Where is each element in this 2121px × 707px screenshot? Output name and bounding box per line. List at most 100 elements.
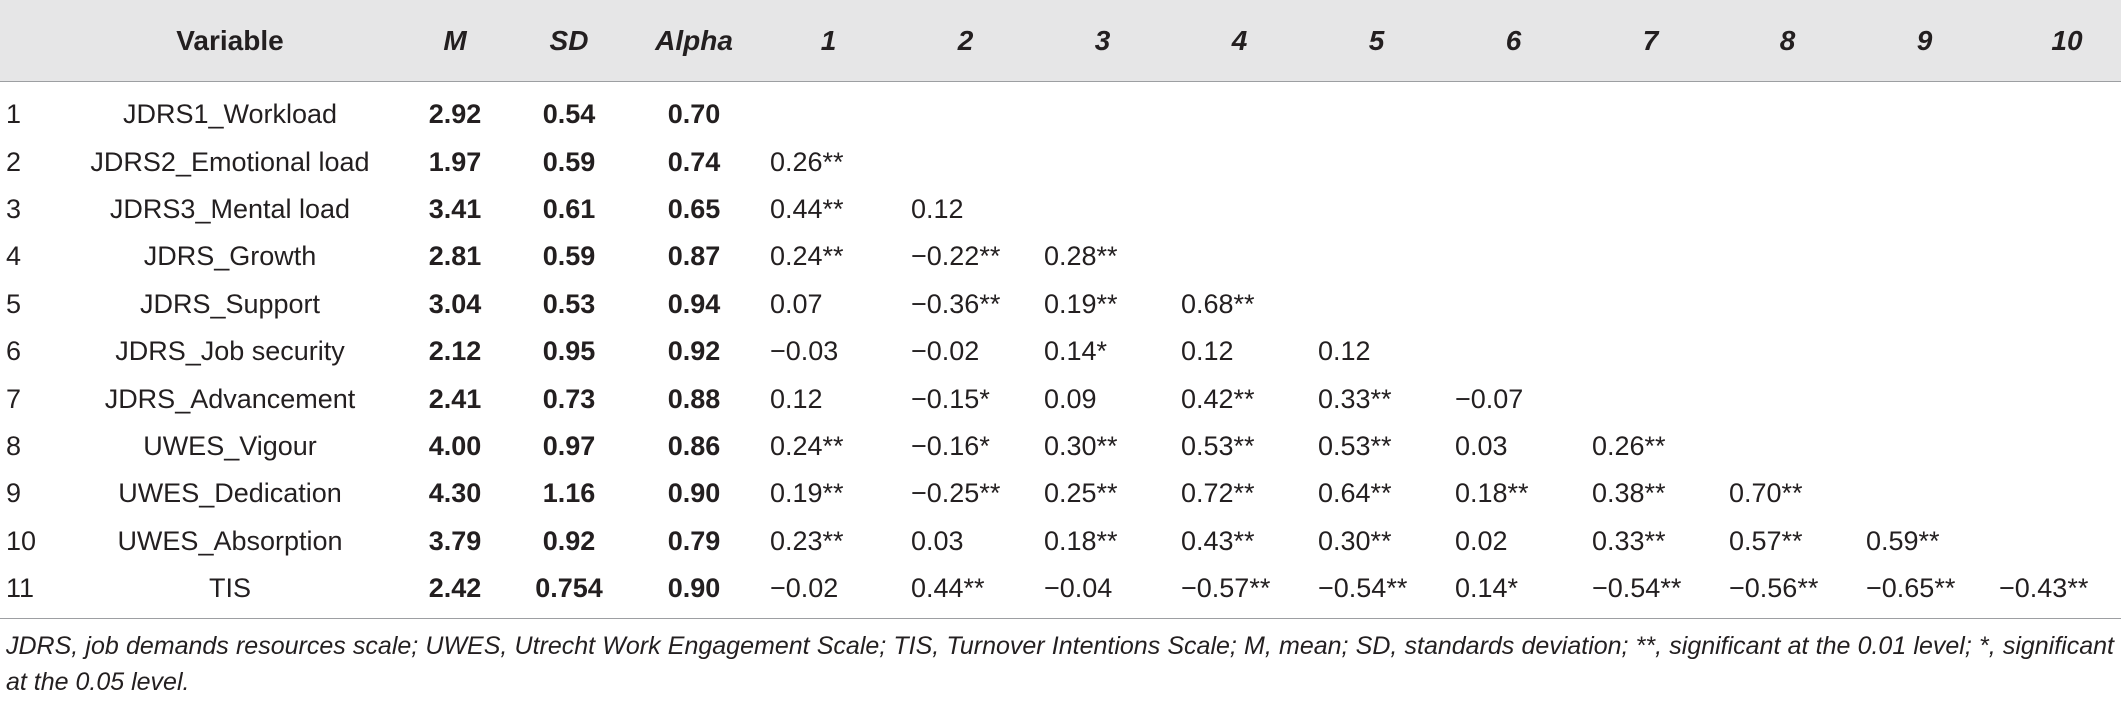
correlation-cell-10 <box>1993 518 2121 565</box>
correlation-cell-1: 0.23** <box>770 525 844 556</box>
correlation-cell-6: 0.14* <box>1455 573 1519 604</box>
correlation-cell-1: 0.12 <box>770 383 823 414</box>
alpha-value: 0.90 <box>667 573 721 604</box>
alpha-value: 0.70 <box>667 99 721 130</box>
table-row: 5 JDRS_Support 3.04 0.53 0.94 0.07 −0.36** 0.19… <box>0 281 2121 328</box>
sd-value: 0.754 <box>535 573 603 604</box>
header-index <box>0 0 60 81</box>
correlation-cell-4 <box>1171 138 1308 185</box>
table-row: 10 UWES_Absorption 3.79 0.92 0.79 0.23** 0.03 0… <box>0 518 2121 565</box>
variable-name: JDRS_Support <box>139 288 321 319</box>
correlation-cell-6 <box>1445 328 1582 375</box>
variable-name: JDRS1_Workload <box>122 99 338 130</box>
correlation-cell-7 <box>1582 186 1719 233</box>
correlation-cell-5 <box>1308 281 1445 328</box>
sd-value: 0.59 <box>542 241 596 272</box>
correlation-cell-5: 0.53** <box>1318 430 1392 461</box>
correlation-cell-9 <box>1856 81 1993 138</box>
alpha-value: 0.87 <box>667 241 721 272</box>
correlation-cell-7 <box>1582 328 1719 375</box>
correlation-cell-4: −0.57** <box>1181 573 1271 604</box>
header-col-3: 3 <box>1094 24 1111 56</box>
mean-value: 2.41 <box>428 383 482 414</box>
correlation-cell-6: 0.18** <box>1455 478 1529 509</box>
correlation-cell-3: 0.25** <box>1044 478 1118 509</box>
correlation-cell-8 <box>1719 328 1856 375</box>
correlation-cell-1: 0.44** <box>770 193 844 224</box>
correlation-cell-8: 0.57** <box>1729 525 1803 556</box>
correlation-cell-3 <box>1034 81 1171 138</box>
correlation-cell-3 <box>1034 186 1171 233</box>
mean-value: 2.81 <box>428 241 482 272</box>
correlation-cell-9: −0.65** <box>1866 573 1956 604</box>
table-row: 9 UWES_Dedication 4.30 1.16 0.90 0.19** −0.25*… <box>0 470 2121 517</box>
correlation-cell-9 <box>1856 281 1993 328</box>
correlation-cell-7 <box>1582 138 1719 185</box>
mean-value: 4.30 <box>428 478 482 509</box>
sd-value: 0.95 <box>542 336 596 367</box>
correlation-cell-1: 0.07 <box>770 288 823 319</box>
alpha-value: 0.92 <box>667 336 721 367</box>
correlation-cell-8 <box>1719 186 1856 233</box>
table-row: 8 UWES_Vigour 4.00 0.97 0.86 0.24** −0.16* 0.30… <box>0 423 2121 470</box>
correlation-cell-2: −0.15* <box>911 383 990 414</box>
alpha-value: 0.94 <box>667 288 721 319</box>
mean-value: 3.04 <box>428 288 482 319</box>
header-col-1: 1 <box>820 24 837 56</box>
correlation-cell-8: −0.56** <box>1729 573 1819 604</box>
correlation-cell-9 <box>1856 375 1993 422</box>
correlation-cell-7: −0.54** <box>1592 573 1682 604</box>
sd-value: 0.97 <box>542 430 596 461</box>
correlation-cell-7: 0.26** <box>1592 430 1666 461</box>
correlation-cell-5: 0.64** <box>1318 478 1392 509</box>
variable-name: JDRS_Growth <box>143 241 317 272</box>
table-row: 3 JDRS3_Mental load 3.41 0.61 0.65 0.44** 0.12 <box>0 186 2121 233</box>
correlation-cell-2 <box>897 81 1034 138</box>
correlation-cell-2: −0.16* <box>911 430 990 461</box>
correlation-cell-7 <box>1582 375 1719 422</box>
header-col-9: 9 <box>1916 24 1933 56</box>
correlation-cell-6 <box>1445 186 1582 233</box>
correlation-cell-6: −0.07 <box>1455 383 1524 414</box>
row-index: 8 <box>6 430 22 461</box>
correlation-cell-5: −0.54** <box>1318 573 1408 604</box>
alpha-value: 0.65 <box>667 193 721 224</box>
correlation-cell-9 <box>1856 233 1993 280</box>
correlation-cell-10 <box>1993 233 2121 280</box>
table-row: 7 JDRS_Advancement 2.41 0.73 0.88 0.12 −0.15* 0… <box>0 375 2121 422</box>
correlation-cell-8 <box>1719 81 1856 138</box>
sd-value: 0.54 <box>542 99 596 130</box>
correlation-cell-2 <box>897 138 1034 185</box>
table-body: 1 JDRS1_Workload 2.92 0.54 0.70 2 JDRS2_Emotio… <box>0 81 2121 612</box>
sd-value: 0.92 <box>542 525 596 556</box>
header-col-10: 10 <box>2051 24 2083 56</box>
correlation-cell-1: 0.24** <box>770 241 844 272</box>
table-footnote: JDRS, job demands resources scale; UWES,… <box>6 632 2114 696</box>
correlation-cell-4: 0.53** <box>1181 430 1255 461</box>
correlation-cell-5 <box>1308 233 1445 280</box>
table-header-row: Variable M SD Alpha 1 2 3 4 5 6 7 8 9 10 <box>0 0 2121 81</box>
correlation-cell-7: 0.33** <box>1592 525 1666 556</box>
correlation-cell-4 <box>1171 233 1308 280</box>
correlation-cell-5: 0.30** <box>1318 525 1392 556</box>
header-sd: SD <box>549 24 589 56</box>
correlation-cell-4 <box>1171 81 1308 138</box>
correlation-cell-4 <box>1171 186 1308 233</box>
table-row: 4 JDRS_Growth 2.81 0.59 0.87 0.24** −0.22** 0.2… <box>0 233 2121 280</box>
sd-value: 0.73 <box>542 383 596 414</box>
correlation-cell-6 <box>1445 138 1582 185</box>
correlation-cell-10 <box>1993 470 2121 517</box>
correlation-cell-5 <box>1308 138 1445 185</box>
row-index: 5 <box>6 288 22 319</box>
mean-value: 4.00 <box>428 430 482 461</box>
row-index: 6 <box>6 336 22 367</box>
correlation-cell-2: −0.36** <box>911 288 1001 319</box>
mean-value: 1.97 <box>428 146 482 177</box>
sd-value: 0.59 <box>542 146 596 177</box>
alpha-value: 0.86 <box>667 430 721 461</box>
sd-value: 0.53 <box>542 288 596 319</box>
correlation-cell-8 <box>1719 281 1856 328</box>
variable-name: UWES_Dedication <box>118 478 342 509</box>
correlation-cell-1: 0.24** <box>770 430 844 461</box>
correlation-cell-9 <box>1856 423 1993 470</box>
